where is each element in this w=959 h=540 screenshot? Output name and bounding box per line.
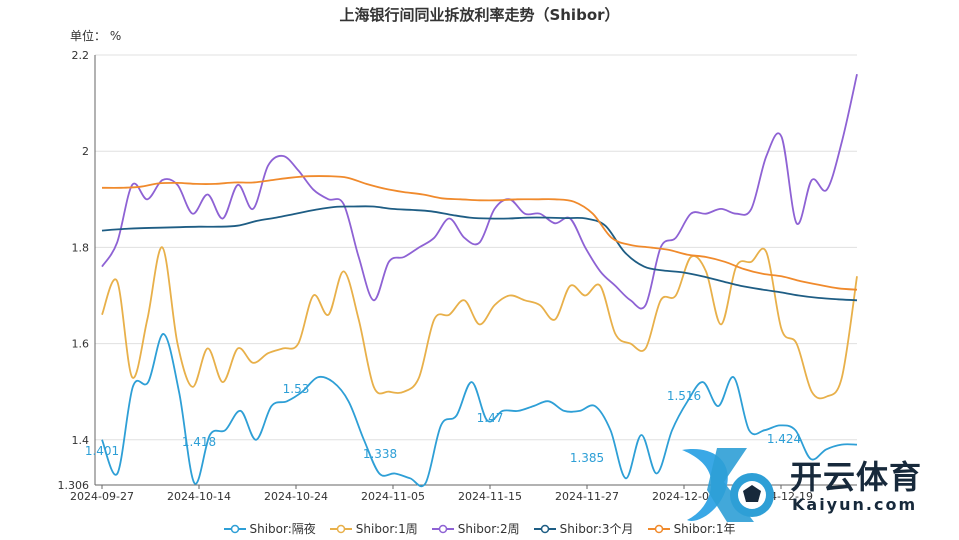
legend-item[interactable]: Shibor:2周 xyxy=(431,520,520,537)
overnight-point-label: 1.53 xyxy=(283,382,310,396)
overnight-point-label: 1.516 xyxy=(667,389,701,403)
x-tick-label: 2024-10-14 xyxy=(167,490,231,503)
legend-line-icon xyxy=(647,524,670,533)
legend: Shibor:隔夜 Shibor:1周 Shibor:2周 Shibor:3个月 Shi… xyxy=(0,520,959,537)
y-tick-label: 1.4 xyxy=(72,434,90,447)
y-tick-label: 2.2 xyxy=(72,49,90,62)
overnight-point-label: 1.385 xyxy=(570,451,604,465)
point-labels: 1.401 1.418 1.53 1.338 1.47 1.385 1.516 1.424 xyxy=(85,382,801,465)
y-tick-label: 1.306 xyxy=(58,479,90,492)
overnight-point-label: 1.401 xyxy=(85,444,119,458)
legend-line-icon xyxy=(431,524,454,533)
legend-item[interactable]: Shibor:隔夜 xyxy=(223,520,316,537)
kaiyun-logo-icon xyxy=(682,448,774,522)
unit-label: 单位： % xyxy=(70,29,122,43)
x-tick-label: 2024-11-27 xyxy=(555,490,619,503)
y-tick-label: 2 xyxy=(82,145,89,158)
legend-label: Shibor:1周 xyxy=(355,522,418,536)
grid xyxy=(95,54,857,441)
legend-item[interactable]: Shibor:1周 xyxy=(329,520,418,537)
overnight-point-label: 1.418 xyxy=(182,435,216,449)
series-line-2 xyxy=(101,74,858,310)
y-tick-label: 1.6 xyxy=(72,338,90,351)
overnight-point-label: 1.424 xyxy=(767,432,801,446)
watermark-brand: 开云体育 xyxy=(790,458,923,496)
series-line-0 xyxy=(101,333,858,488)
overnight-point-label: 1.47 xyxy=(477,411,504,425)
legend-label: Shibor:3个月 xyxy=(559,522,634,536)
legend-item[interactable]: Shibor:1年 xyxy=(647,520,736,537)
series-line-1 xyxy=(101,246,858,400)
legend-label: Shibor:2周 xyxy=(457,522,520,536)
chart-title: 上海银行间同业拆放利率走势（Shibor） xyxy=(339,6,620,24)
legend-line-icon xyxy=(223,524,246,533)
axes: 1.306 1.4 1.6 1.8 2 2.2 2024-09-27 2024-10-14 20… xyxy=(58,49,857,503)
x-tick-label: 2024-11-05 xyxy=(361,490,425,503)
series-line-4 xyxy=(101,175,858,291)
x-tick-label: 2024-12-09 xyxy=(652,490,716,503)
series-line-3 xyxy=(101,205,858,302)
legend-line-icon xyxy=(329,524,352,533)
x-tick-label: 2024-09-27 xyxy=(70,490,134,503)
legend-item[interactable]: Shibor:3个月 xyxy=(533,520,634,537)
legend-label: Shibor:1年 xyxy=(673,522,736,536)
x-tick-label: 2024-11-15 xyxy=(458,490,522,503)
series-lines xyxy=(101,74,858,488)
overnight-point-label: 1.338 xyxy=(363,447,397,461)
watermark-url: Kaiyun.com xyxy=(792,495,918,514)
y-tick-label: 1.8 xyxy=(72,241,90,254)
legend-label: Shibor:隔夜 xyxy=(249,522,316,536)
x-tick-label: 2024-10-24 xyxy=(264,490,328,503)
legend-line-icon xyxy=(533,524,556,533)
